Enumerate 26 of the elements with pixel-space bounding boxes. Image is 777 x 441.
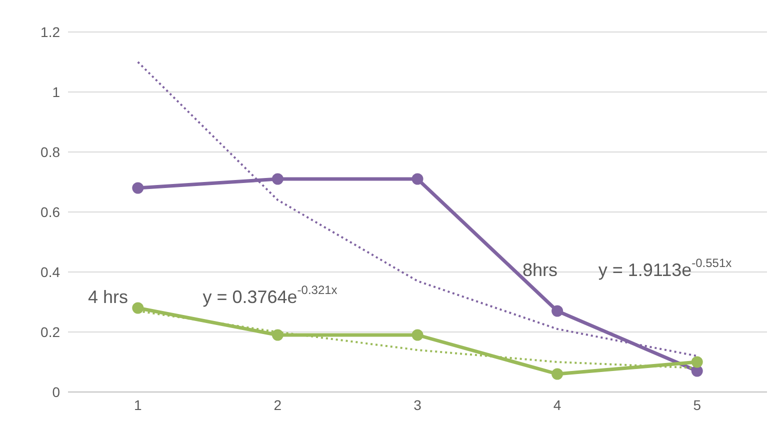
point — [552, 305, 564, 317]
point — [691, 356, 703, 368]
x-tick-label: 2 — [274, 396, 282, 413]
point — [412, 173, 424, 185]
annotation: y = 1.9113e$^{-0.551x}$ — [598, 256, 732, 280]
y-tick-label: 0.6 — [40, 204, 60, 220]
x-tick-label: 5 — [693, 396, 702, 413]
point — [272, 173, 284, 185]
point — [552, 368, 564, 380]
y-tick-label: 0.4 — [40, 264, 60, 280]
x-tick-label: 1 — [134, 396, 142, 413]
x-tick-label: 3 — [414, 396, 422, 413]
point — [132, 302, 144, 314]
series-label: 4 hrs — [88, 287, 128, 307]
y-tick-label: 1.2 — [40, 24, 60, 40]
x-tick-label: 4 — [553, 396, 562, 413]
point — [412, 329, 424, 341]
point — [691, 365, 703, 377]
y-tick-label: 0.2 — [40, 324, 60, 340]
y-tick-label: 0.8 — [40, 144, 60, 160]
series-label: 8hrs — [522, 260, 558, 280]
annotation: y = 0.3764e$^{-0.321x}$ — [202, 283, 338, 307]
point — [132, 182, 144, 194]
y-tick-label: 0 — [52, 384, 60, 400]
point — [272, 329, 284, 341]
y-tick-label: 1 — [52, 84, 60, 100]
